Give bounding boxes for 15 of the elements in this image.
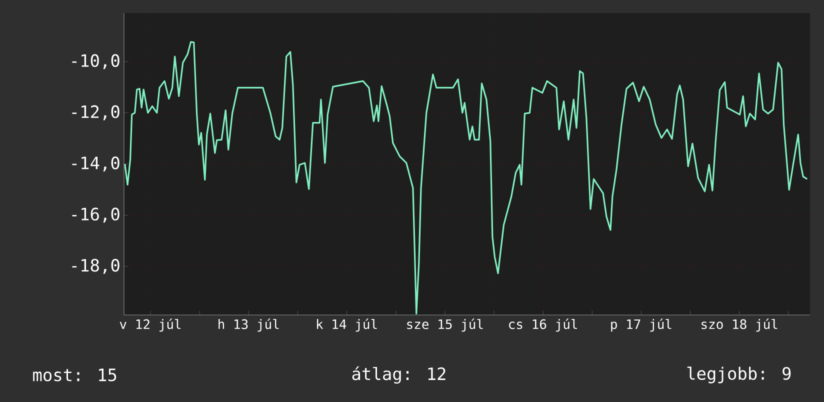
x-tick-label: k 14 júl xyxy=(316,318,377,332)
x-tick-label: cs 16 júl xyxy=(509,318,578,332)
y-tick-label: -12,0 xyxy=(72,105,120,120)
x-tick-label: p 17 júl xyxy=(611,318,672,332)
x-tick-label: szo 18 júl xyxy=(702,318,778,332)
x-tick-label: h 13 júl xyxy=(218,318,279,332)
x-tick-label: v 12 júl xyxy=(120,318,181,332)
y-tick-label: -14,0 xyxy=(72,156,120,172)
y-tick-label: -10,0 xyxy=(72,54,120,70)
text: átlag: 12 xyxy=(352,366,446,384)
text: legjobb: 9 xyxy=(687,366,791,384)
x-tick-label: sze 15 júl xyxy=(407,318,483,332)
text: most: 15 xyxy=(33,368,116,382)
y-tick-label: -18,0 xyxy=(72,258,120,274)
y-tick-label: -16,0 xyxy=(72,208,120,223)
